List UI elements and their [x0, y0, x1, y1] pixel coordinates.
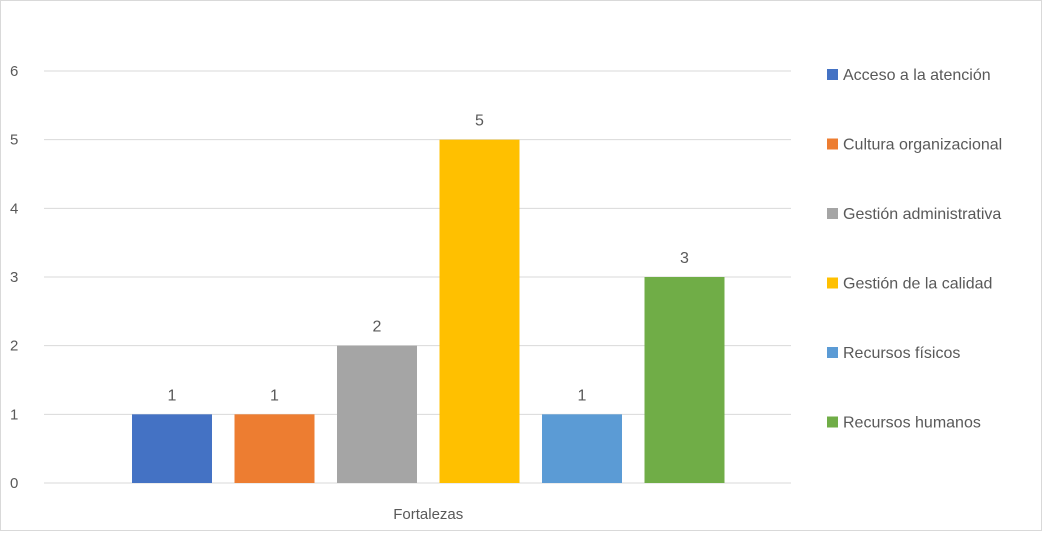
y-tick-label: 2	[10, 338, 18, 355]
data-labels: 1 1 2 5 1 3	[168, 113, 690, 405]
data-label: 1	[168, 387, 177, 404]
x-category-label: Fortalezas	[393, 506, 463, 523]
legend-label: Cultura organizacional	[843, 137, 1002, 154]
x-axis-category-labels: Fortalezas	[393, 506, 463, 523]
legend-swatch	[827, 347, 838, 358]
legend-swatch	[827, 277, 838, 289]
legend-swatch	[827, 208, 838, 219]
y-tick-label: 4	[10, 200, 18, 217]
y-tick-label: 3	[10, 269, 18, 286]
data-label: 3	[680, 250, 689, 267]
bar	[542, 414, 622, 483]
bar	[337, 345, 417, 483]
data-label: 1	[270, 387, 279, 404]
y-tick-label: 6	[10, 63, 18, 80]
bar	[644, 277, 725, 483]
data-label: 2	[373, 319, 382, 336]
legend-label: Gestión administrativa	[843, 206, 1001, 223]
legend-label: Recursos físicos	[843, 345, 960, 362]
data-label: 1	[578, 387, 587, 404]
legend-swatch	[827, 69, 838, 80]
y-tick-label: 1	[10, 406, 18, 423]
data-label: 5	[475, 113, 484, 130]
legend-label: Recursos humanos	[843, 415, 981, 432]
legend-label: Acceso a la atención	[843, 67, 991, 84]
y-tick-label: 5	[10, 132, 18, 149]
legend-swatch	[827, 138, 838, 150]
bar	[132, 414, 212, 483]
y-axis-tick-labels: 0 1 2 3 4 5 6	[10, 63, 18, 492]
legend: Acceso a la atención Cultura organizacion…	[827, 67, 1002, 432]
bars	[132, 139, 725, 483]
legend-label: Gestión de la calidad	[843, 276, 992, 293]
bar	[234, 414, 315, 483]
legend-swatch	[827, 416, 838, 428]
y-tick-label: 0	[10, 475, 18, 492]
bar	[439, 139, 520, 483]
